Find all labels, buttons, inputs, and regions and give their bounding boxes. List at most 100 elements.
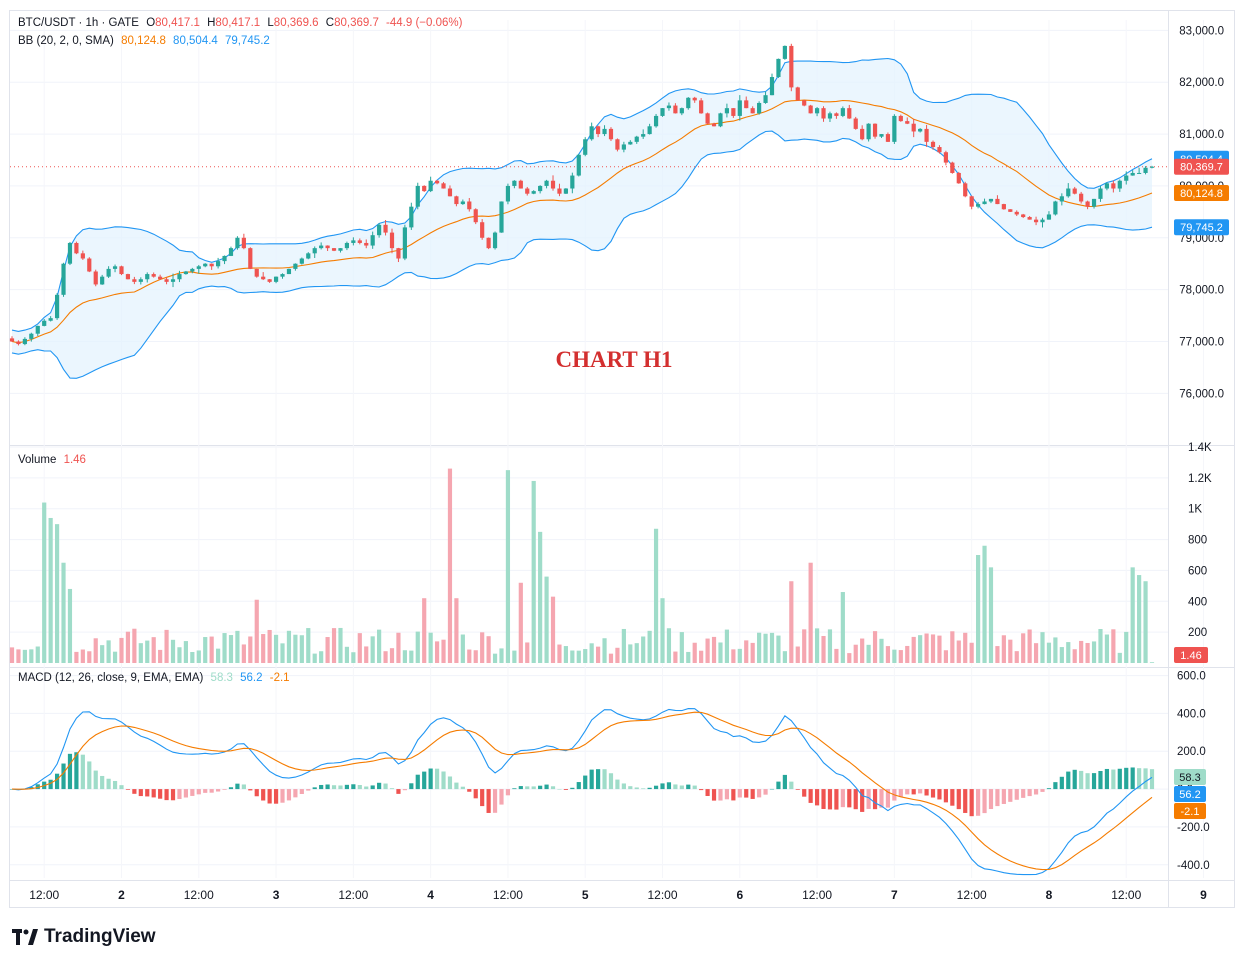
candle-body — [744, 100, 749, 109]
candle-body — [344, 242, 350, 249]
bb-label[interactable]: BB (20, 2, 0, SMA) — [18, 35, 114, 47]
brand-logo[interactable]: TradingView — [12, 926, 156, 948]
volume-bar — [364, 646, 369, 663]
volume-bar — [1104, 634, 1110, 663]
candle — [273, 276, 279, 284]
volume-bar — [1021, 633, 1026, 663]
candle-body — [1072, 188, 1077, 194]
candle-body — [853, 118, 858, 129]
candle-body — [628, 141, 633, 145]
candle-body — [737, 100, 742, 116]
volume-bar — [1059, 647, 1064, 663]
volume-bar — [196, 650, 201, 663]
macd-histogram-bar — [312, 787, 317, 790]
volume-label[interactable]: Volume — [18, 454, 57, 466]
candle-body — [686, 97, 691, 109]
macd-histogram-bar — [112, 780, 118, 790]
volume-bar — [1098, 629, 1103, 663]
candle-body — [364, 242, 369, 246]
volume-bar — [757, 632, 762, 663]
candle — [486, 237, 491, 250]
volume-bar — [402, 650, 407, 663]
volume-bar — [190, 652, 195, 663]
candle-body — [1124, 175, 1129, 181]
candle — [1001, 203, 1006, 210]
candle — [892, 114, 897, 144]
candle — [505, 183, 511, 205]
macd-histogram-bar — [357, 785, 362, 790]
macd-histogram-bar — [261, 789, 266, 801]
candle-body — [1033, 219, 1039, 223]
candle-body — [158, 276, 163, 280]
price-pane[interactable] — [9, 43, 1168, 379]
volume-bar — [145, 640, 150, 663]
volume-bar — [1149, 662, 1155, 663]
macd-histogram-bar — [525, 786, 530, 790]
candle — [29, 332, 34, 342]
candle — [1104, 182, 1110, 191]
candle-body — [705, 113, 710, 124]
macd-histogram-bar — [860, 789, 865, 812]
candle — [847, 104, 852, 119]
symbol-label[interactable]: BTC/USDT · 1h · GATE — [18, 17, 139, 29]
candle — [67, 241, 73, 266]
price-legend: BTC/USDT · 1h · GATE O80,417.1 H80,417.1… — [18, 17, 470, 29]
candle — [151, 272, 156, 278]
candle-body — [602, 128, 607, 135]
volume-bar — [570, 650, 575, 663]
candle-body — [872, 123, 878, 137]
volume-bar — [280, 643, 285, 663]
macd-histogram-bar — [982, 789, 987, 814]
volume-bar — [254, 599, 259, 663]
macd-histogram-bar — [634, 787, 639, 790]
volume-bar — [692, 642, 697, 663]
volume-bar — [383, 651, 388, 663]
candle-body — [531, 191, 536, 194]
macd-histogram-bar — [119, 785, 124, 790]
volume-bar — [589, 643, 594, 663]
candle — [216, 257, 221, 269]
macd-histogram-bar — [396, 789, 401, 794]
macd-histogram-bar — [1098, 770, 1103, 790]
volume-bar — [1124, 631, 1129, 663]
macd-histogram-bar — [138, 789, 143, 797]
candle-body — [196, 266, 201, 269]
candle-body — [1098, 188, 1103, 199]
macd-histogram-bar — [1059, 776, 1064, 790]
candle-body — [331, 248, 337, 251]
volume-bar — [731, 649, 736, 663]
candle — [228, 246, 234, 257]
candle — [409, 202, 414, 230]
volume-bar — [228, 635, 234, 663]
brand-name: TradingView — [44, 926, 156, 947]
macd-pane[interactable] — [9, 708, 1155, 876]
volume-pane[interactable] — [9, 468, 1155, 663]
volume-bar — [473, 650, 478, 663]
candle — [1053, 200, 1058, 216]
volume-bar — [963, 632, 968, 663]
candle — [705, 112, 710, 125]
candle — [576, 153, 581, 177]
volume-bar — [112, 651, 118, 663]
macd-histogram-bar — [563, 789, 568, 790]
macd-histogram-bar — [331, 785, 337, 790]
macd-histogram-bar — [930, 789, 936, 798]
candle-body — [782, 45, 787, 59]
macd-label[interactable]: MACD (12, 26, close, 9, EMA, EMA) — [18, 672, 204, 684]
macd-histogram-bar — [795, 789, 800, 790]
macd-signal-badge: -2.1 — [1174, 803, 1206, 819]
volume-bar — [544, 576, 549, 663]
candle — [937, 145, 942, 154]
volume-bar — [377, 629, 382, 663]
candle-body — [750, 108, 755, 114]
candle-body — [699, 100, 704, 114]
macd-legend: MACD (12, 26, close, 9, EMA, EMA) 58.3 5… — [18, 672, 294, 684]
candle-body — [54, 294, 60, 319]
macd-histogram-bar — [776, 781, 781, 790]
volume-bar — [216, 648, 221, 663]
volume-bar — [834, 648, 839, 663]
candle-body — [943, 152, 948, 163]
last-price-badge-text: 80,369.7 — [1180, 162, 1223, 174]
macd-histogram-bar — [74, 752, 79, 790]
macd-histogram-bar — [1046, 788, 1052, 790]
